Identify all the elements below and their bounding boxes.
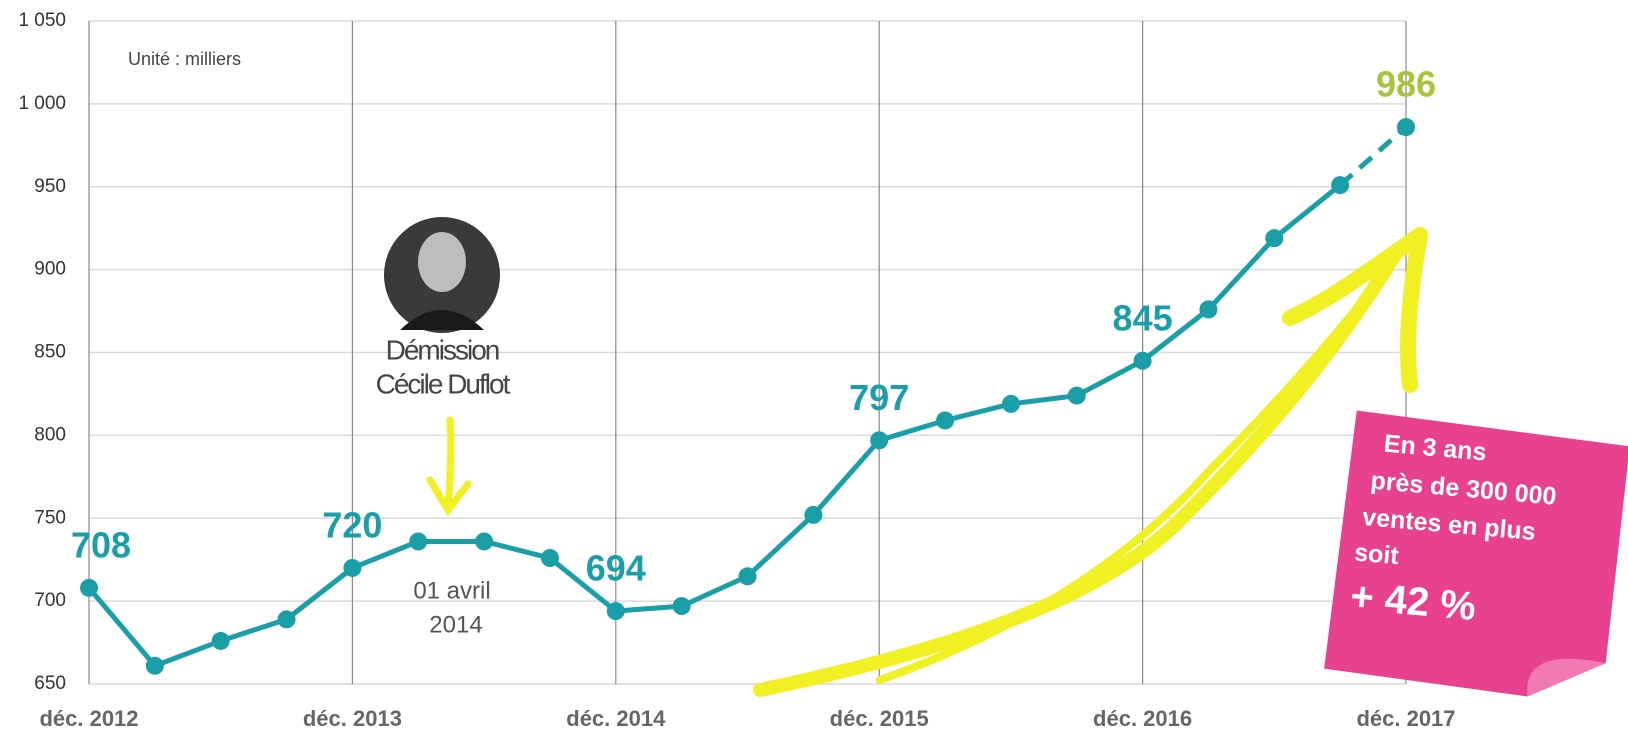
point — [343, 559, 361, 577]
annotation-resignation: Démission — [386, 334, 499, 365]
point — [673, 597, 691, 615]
point — [1199, 300, 1217, 318]
point — [146, 657, 164, 675]
y-tick-label: 700 — [34, 590, 66, 611]
point — [1134, 352, 1152, 370]
point — [278, 610, 296, 628]
data-label: 845 — [1113, 297, 1173, 338]
point — [409, 532, 427, 550]
point — [212, 632, 230, 650]
sticky-note: En 3 ans près de 300 000 ventes en plus … — [1323, 410, 1628, 704]
yellow-arrows — [430, 235, 1420, 690]
point — [739, 567, 757, 585]
portrait — [384, 217, 500, 333]
annotation-year: 2014 — [429, 611, 482, 638]
point — [607, 602, 625, 620]
point — [1331, 176, 1349, 194]
x-tick-label: déc. 2017 — [1356, 706, 1455, 731]
y-tick-label: 800 — [34, 424, 66, 445]
x-tick-label: déc. 2012 — [39, 706, 138, 731]
y-tick-label: 950 — [34, 176, 66, 197]
point — [80, 579, 98, 597]
projected-line — [1340, 127, 1406, 185]
line — [89, 185, 1340, 666]
point — [870, 431, 888, 449]
y-tick-label: 900 — [34, 259, 66, 280]
data-label: 708 — [71, 524, 131, 565]
data-label: 720 — [322, 504, 382, 545]
note-line: soit — [1353, 538, 1400, 570]
grid: 650 700 750 800 850 900 950 1 000 1 050 déc. 2012… — [18, 10, 1455, 731]
chart: 650 700 750 800 850 900 950 1 000 1 050 déc. 2012… — [0, 0, 1628, 735]
point — [1265, 229, 1283, 247]
annotation-resignation-name: Cécile Duflot — [376, 368, 511, 399]
data-label: 986 — [1376, 64, 1436, 105]
point — [541, 549, 559, 567]
y-tick-label: 850 — [34, 342, 66, 363]
point — [1002, 395, 1020, 413]
x-tick-label: déc. 2013 — [303, 706, 402, 731]
point — [1068, 387, 1086, 405]
portrait-face — [418, 232, 466, 292]
plot: 708 720 694 797 845 986 — [71, 64, 1436, 675]
annotation-date: 01 avril — [413, 577, 490, 604]
small-arrow — [430, 420, 468, 510]
x-tick-label: déc. 2014 — [566, 706, 666, 731]
data-label: 797 — [849, 377, 909, 418]
point — [475, 532, 493, 550]
y-tick-label: 1 050 — [18, 10, 66, 31]
x-tick-label: déc. 2015 — [830, 706, 929, 731]
data-label: 694 — [586, 548, 646, 589]
point — [804, 506, 822, 524]
y-tick-label: 650 — [34, 673, 66, 694]
y-tick-label: 750 — [34, 507, 66, 528]
y-tick-label: 1 000 — [18, 93, 66, 114]
point — [936, 411, 954, 429]
x-tick-label: déc. 2016 — [1093, 706, 1192, 731]
unit-note: Unité : milliers — [128, 49, 241, 69]
point — [1397, 118, 1415, 136]
